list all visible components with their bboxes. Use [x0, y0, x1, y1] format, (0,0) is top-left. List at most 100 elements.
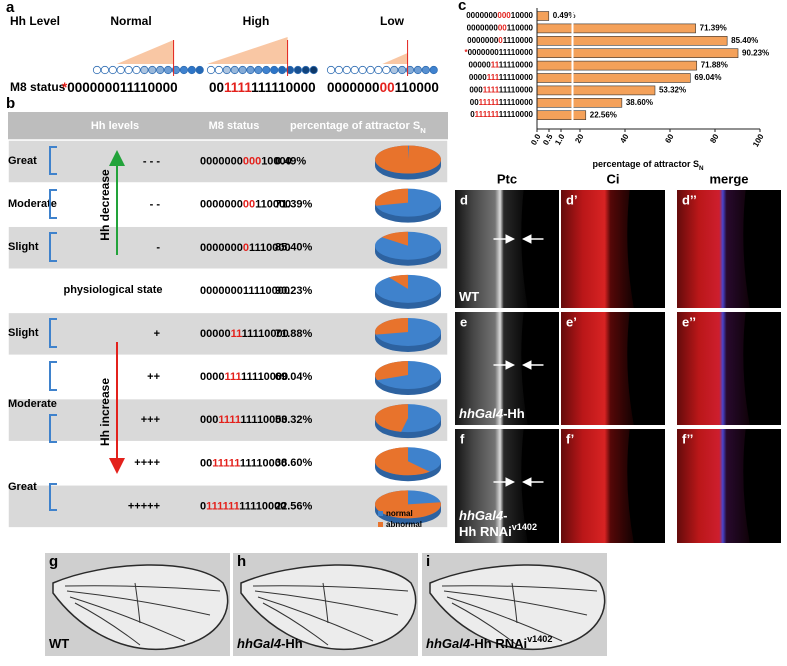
text-part: 000: [200, 414, 218, 426]
pie-abnormal: [381, 231, 408, 246]
text-part: 10000: [261, 155, 292, 167]
bar: [536, 35, 728, 46]
level-label: Great: [8, 481, 37, 493]
text-part: 11110000: [499, 110, 534, 119]
level-label: Slight: [8, 327, 39, 339]
text-part: -Hh: [503, 406, 525, 421]
m8-status: 000011111110000: [200, 371, 288, 383]
cell: [374, 65, 383, 75]
hh-symbol: ++: [147, 371, 160, 383]
text-part: 0: [470, 110, 475, 119]
text-part: 11: [491, 61, 500, 70]
panel-letter: g: [49, 553, 58, 570]
text-part: 000000011110000: [67, 80, 177, 95]
text-part: 110000: [395, 80, 439, 95]
text-part: 000: [243, 155, 261, 167]
cell: [206, 65, 216, 75]
wing-vein: [64, 585, 221, 592]
column-header: merge: [709, 171, 748, 186]
text-part: 000: [497, 11, 511, 20]
panel-letter: c: [458, 0, 466, 14]
wing-vein: [443, 590, 588, 616]
m8-status: 000000000110000: [327, 80, 439, 95]
text-part: 0000000: [466, 11, 498, 20]
panel-letter: f’’: [682, 431, 693, 446]
text-part: 0000: [200, 371, 224, 383]
value-label: 38.60%: [626, 98, 653, 107]
pie-abnormal: [374, 145, 441, 174]
text-part: hhGal4: [426, 636, 471, 651]
text-part: 10000: [511, 11, 534, 20]
cell: [293, 65, 302, 75]
text-part: 11: [231, 328, 243, 340]
hh-symbol: - -: [150, 199, 161, 211]
micrograph: [677, 190, 750, 308]
percentage: 0.49%: [275, 155, 306, 167]
micrograph: [455, 312, 528, 425]
genotype-label: hhGal4-Hh: [459, 406, 525, 421]
cell: [116, 65, 125, 75]
hh-symbol: -: [156, 242, 160, 254]
text-part: 00000: [200, 328, 231, 340]
genotype-label: hhGal4-Hh: [237, 636, 303, 651]
text-part: 111110000: [251, 80, 316, 95]
text-part: WT: [459, 289, 479, 304]
micrograph: [561, 190, 634, 308]
level-name: Normal: [110, 14, 151, 28]
table-row: [7, 182, 449, 227]
text-part: 11110000: [499, 86, 534, 95]
bracket: [49, 361, 57, 391]
text-part: hhGal4: [459, 406, 504, 421]
cell: [92, 65, 102, 75]
m8-status: 001111111110000: [209, 80, 316, 95]
legend-label: normal: [386, 509, 413, 518]
table-row: [7, 354, 449, 400]
text-part: 11110000: [499, 98, 534, 107]
text-part: -Hh RNAi: [470, 636, 527, 651]
pie-abnormal: [374, 361, 408, 381]
table-row: [7, 397, 449, 443]
bracket: [49, 146, 57, 175]
m8-status: 000111111110000: [200, 414, 288, 426]
text-part: 0000000: [200, 242, 243, 254]
row-label: M8 status: [10, 80, 66, 94]
text-part: 111: [224, 371, 241, 383]
text-part: M8 status: [209, 120, 260, 132]
wing-vein: [446, 596, 563, 642]
percentage: 85.40%: [275, 242, 313, 254]
m8-status: 000001111110000: [200, 328, 289, 340]
category-label: 000000000010000: [466, 11, 533, 20]
text-part: 111111: [206, 500, 240, 512]
column-header: Ci: [607, 171, 620, 186]
text-part: 00: [470, 98, 479, 107]
bar: [536, 73, 691, 83]
table-row: [7, 484, 449, 529]
cell: [342, 65, 351, 75]
text-part: 11111: [479, 98, 500, 107]
wing-vein: [262, 602, 329, 646]
text-part: 0: [200, 500, 206, 512]
text-part: 0000000: [467, 36, 499, 45]
wing-vein: [74, 602, 141, 646]
text-part: 110000: [255, 199, 291, 211]
genotype-label: WT: [49, 636, 69, 651]
value-label: 53.32%: [659, 86, 686, 95]
bracket: [49, 483, 57, 511]
x-tick-label: 60: [663, 132, 676, 145]
table-header-cell: M8 status: [209, 120, 260, 132]
genotype-label: hhGal4-: [459, 508, 507, 523]
panel-letter: e’: [566, 314, 577, 329]
text-part: 00: [498, 24, 507, 33]
text-part: N: [420, 126, 426, 135]
percentage: 69.04%: [275, 371, 313, 383]
text-part: 11110000: [499, 61, 534, 70]
m8-status: 001111111110000: [200, 457, 287, 469]
percentage: 53.32%: [275, 414, 313, 426]
x-tick-label: 20: [573, 132, 586, 145]
hh-symbol: +: [154, 328, 160, 340]
panel-letter: e’’: [682, 314, 696, 329]
text-part: percentage of attractor S: [290, 120, 420, 132]
cell: [100, 65, 110, 75]
text-part: 11110000: [240, 414, 287, 426]
